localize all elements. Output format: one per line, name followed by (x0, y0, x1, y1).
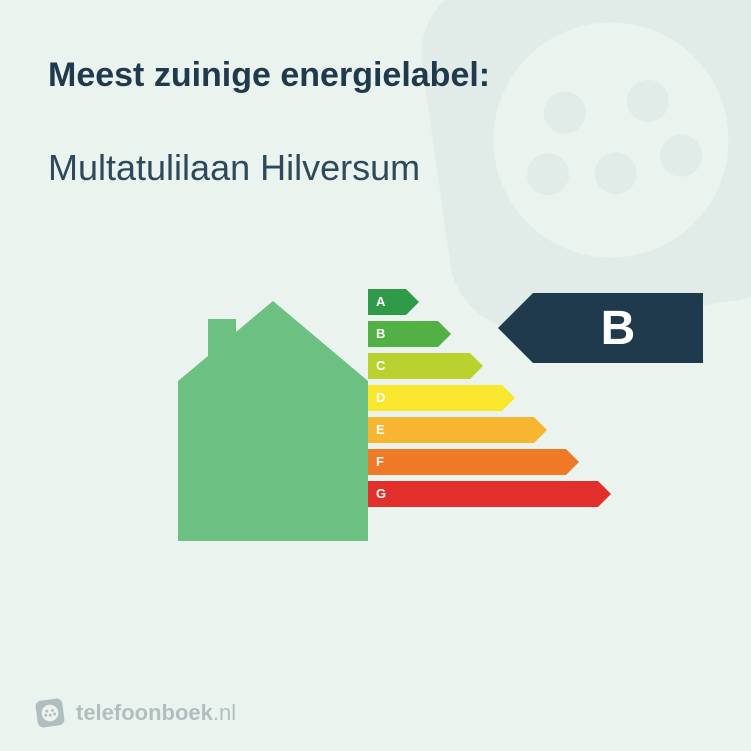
energy-chart: ABCDEFG B (48, 261, 703, 581)
result-letter: B (601, 301, 636, 356)
bar-label: G (376, 481, 396, 507)
footer-name: telefoonboek (76, 700, 213, 725)
bar-label: E (376, 417, 396, 443)
footer-logo-icon (32, 695, 68, 731)
bar-label: D (376, 385, 396, 411)
result-badge: B (498, 293, 703, 363)
energy-bar-g: G (368, 481, 611, 507)
energy-bar-f: F (368, 449, 611, 475)
card-title: Meest zuinige energielabel: (48, 56, 703, 95)
bar-label: B (376, 321, 396, 347)
bar-label: A (376, 289, 396, 315)
energy-bar-d: D (368, 385, 611, 411)
bar-label: C (376, 353, 396, 379)
energy-bar-e: E (368, 417, 611, 443)
footer-tld: .nl (213, 700, 236, 725)
card-subtitle: Multatulilaan Hilversum (48, 147, 703, 189)
energy-label-card: Meest zuinige energielabel: Multatulilaa… (0, 0, 751, 751)
bar-label: F (376, 449, 396, 475)
house-icon (178, 301, 368, 541)
footer-brand: telefoonboek.nl (76, 700, 236, 726)
footer: telefoonboek.nl (34, 697, 236, 729)
